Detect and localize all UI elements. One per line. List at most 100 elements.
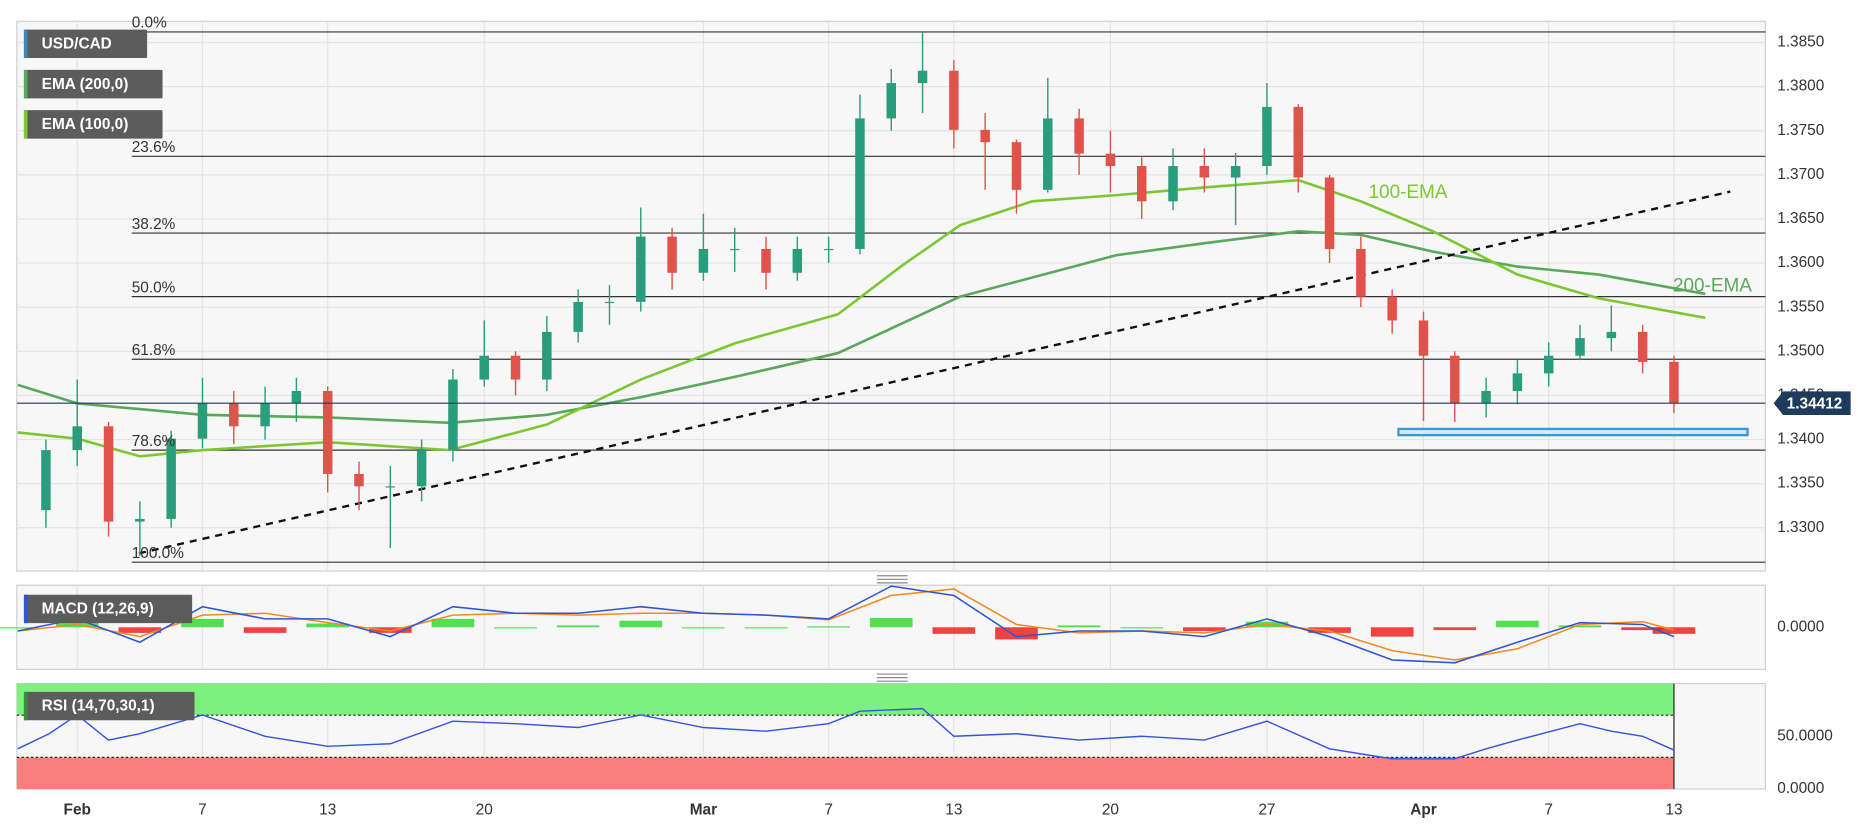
candle-body bbox=[823, 248, 834, 251]
x-tick-label: 27 bbox=[1258, 801, 1275, 818]
candle-body bbox=[510, 355, 521, 380]
support-zone bbox=[1397, 427, 1749, 437]
legend-title: USD/CAD bbox=[42, 35, 112, 52]
legend-entry: EMA (200,0) bbox=[42, 76, 129, 93]
candle-body bbox=[729, 248, 740, 251]
candle-body bbox=[260, 403, 270, 427]
histogram-bar bbox=[869, 617, 913, 628]
candle-body bbox=[1606, 331, 1617, 339]
legend-entry-stripe bbox=[23, 110, 28, 139]
histogram-bar bbox=[995, 627, 1038, 640]
candle-body bbox=[1575, 338, 1585, 356]
y-tick-label: 1.3600 bbox=[1777, 254, 1824, 271]
panel-handle[interactable] bbox=[876, 575, 908, 584]
candle-body bbox=[1637, 331, 1648, 362]
candle-body bbox=[1293, 106, 1303, 178]
histogram-bar bbox=[1652, 627, 1696, 634]
candle-body bbox=[1011, 142, 1022, 190]
y-tick-label: 1.3300 bbox=[1777, 519, 1824, 536]
fib-label: 78.6% bbox=[132, 433, 176, 450]
candle-body bbox=[1230, 166, 1241, 178]
legend-title-stripe bbox=[23, 594, 28, 624]
fib-label: 100.0% bbox=[132, 545, 185, 562]
rsi-line bbox=[17, 707, 1675, 760]
candle-body bbox=[1262, 106, 1272, 167]
candle-body bbox=[103, 426, 114, 522]
histogram-bar bbox=[1057, 625, 1101, 628]
marks-layer bbox=[0, 31, 1766, 789]
candle-body bbox=[761, 248, 771, 273]
candle-body bbox=[1356, 248, 1366, 297]
oversold-zone bbox=[16, 757, 1674, 789]
candle-body bbox=[980, 129, 990, 143]
candle-body bbox=[166, 438, 176, 519]
histogram-bar bbox=[744, 627, 788, 629]
histogram-bar bbox=[807, 626, 850, 628]
candle-body bbox=[135, 518, 145, 522]
candle-body bbox=[1043, 118, 1053, 190]
legend-title-stripe bbox=[23, 29, 28, 59]
panel-handle[interactable] bbox=[876, 673, 908, 682]
candle-body bbox=[855, 118, 865, 249]
candle-body bbox=[354, 473, 364, 487]
y-tick-label: 50.0000 bbox=[1777, 727, 1833, 744]
candle-body bbox=[1512, 373, 1523, 392]
legend-entry-box bbox=[23, 110, 163, 139]
candle-body bbox=[322, 391, 333, 474]
legend-title: RSI (14,70,30,1) bbox=[42, 698, 155, 715]
trendline bbox=[138, 190, 1731, 555]
legend-entry-box bbox=[23, 69, 163, 99]
candle-body bbox=[1168, 166, 1178, 202]
histogram-bar bbox=[932, 627, 976, 634]
candle-body bbox=[886, 83, 896, 119]
candle-body bbox=[1105, 153, 1116, 167]
legend-title: MACD (12,26,9) bbox=[42, 601, 154, 618]
candle-body bbox=[542, 331, 552, 380]
x-tick-label: Apr bbox=[1410, 801, 1437, 818]
legend-title-box bbox=[23, 594, 193, 624]
candle-body bbox=[385, 486, 396, 488]
legend-title-box bbox=[23, 691, 195, 721]
labels-layer: 1.33001.33501.34001.34501.35001.35501.36… bbox=[23, 15, 1851, 818]
candle-body bbox=[573, 301, 583, 332]
macd-line bbox=[17, 585, 1675, 664]
x-tick-label: 20 bbox=[476, 801, 493, 818]
histogram-bar bbox=[1308, 627, 1351, 633]
annotation: 200-EMA bbox=[1673, 276, 1752, 297]
histogram-bar bbox=[306, 623, 350, 628]
histogram-bar bbox=[1496, 620, 1539, 628]
candle-body bbox=[416, 450, 427, 487]
signal-line bbox=[17, 588, 1675, 661]
histogram-bar bbox=[431, 618, 475, 628]
histogram-bar bbox=[118, 627, 162, 633]
histogram-bar bbox=[1558, 625, 1602, 628]
candle-body bbox=[72, 426, 82, 451]
x-tick-label: Mar bbox=[690, 801, 717, 818]
y-tick-label: 1.3700 bbox=[1777, 166, 1824, 183]
histogram-bar bbox=[682, 627, 725, 629]
legend-entry-stripe bbox=[23, 69, 28, 99]
candle-body bbox=[1450, 355, 1460, 404]
candle-body bbox=[1136, 166, 1147, 202]
histogram-bar bbox=[1433, 627, 1477, 631]
histogram-bar bbox=[556, 625, 600, 628]
candle-body bbox=[448, 379, 458, 451]
y-tick-label: 1.3650 bbox=[1777, 210, 1824, 227]
candle-body bbox=[229, 403, 239, 427]
x-tick-label: 13 bbox=[945, 801, 962, 818]
fib-label: 38.2% bbox=[132, 216, 176, 233]
fib-label: 23.6% bbox=[132, 139, 176, 156]
histogram-bar bbox=[368, 627, 412, 633]
histogram-bar bbox=[1120, 627, 1164, 629]
x-tick-label: 13 bbox=[1665, 801, 1682, 818]
candle-body bbox=[667, 236, 677, 273]
candle-body bbox=[949, 70, 959, 130]
histogram-bar bbox=[1621, 627, 1664, 631]
histogram-bar bbox=[181, 618, 224, 628]
last-price-label: 1.34412 bbox=[1787, 395, 1843, 412]
candle-body bbox=[197, 403, 208, 439]
candle-body bbox=[291, 391, 302, 404]
y-tick-label: 0.0000 bbox=[1777, 618, 1824, 635]
ema-line bbox=[17, 178, 1706, 458]
candle-body bbox=[1418, 320, 1429, 356]
